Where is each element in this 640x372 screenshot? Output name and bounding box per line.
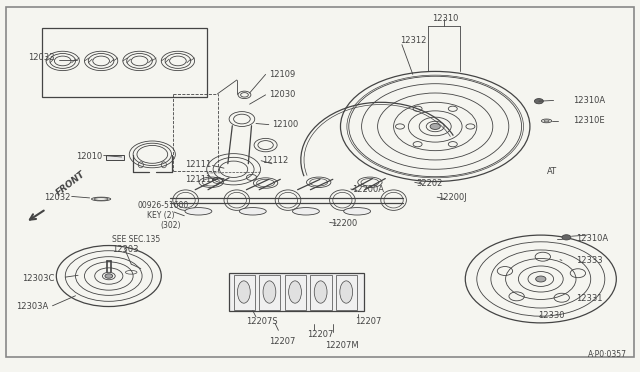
Text: A·P0·0357: A·P0·0357: [588, 350, 627, 359]
Ellipse shape: [344, 208, 371, 215]
Circle shape: [534, 99, 543, 104]
Text: FRONT: FRONT: [54, 170, 87, 198]
Text: 12207: 12207: [269, 337, 295, 346]
Text: 12207M: 12207M: [325, 341, 359, 350]
Text: 12100: 12100: [272, 120, 298, 129]
Text: 12207S: 12207S: [246, 317, 278, 326]
Ellipse shape: [239, 208, 266, 215]
Circle shape: [430, 124, 440, 129]
Text: 12207: 12207: [355, 317, 381, 326]
Text: 12331: 12331: [576, 294, 602, 303]
Ellipse shape: [237, 281, 250, 303]
Bar: [336, 275, 357, 310]
Bar: [229, 273, 364, 311]
Circle shape: [105, 274, 113, 278]
Ellipse shape: [289, 281, 301, 303]
Text: 12030: 12030: [269, 90, 295, 99]
Text: 12310A: 12310A: [573, 96, 605, 105]
Text: 12207: 12207: [307, 330, 333, 339]
Text: 00926-51600: 00926-51600: [138, 201, 189, 210]
Text: 12310A: 12310A: [576, 234, 608, 243]
Ellipse shape: [185, 208, 212, 215]
Text: 12109: 12109: [269, 70, 295, 79]
Text: 12033: 12033: [28, 53, 54, 62]
Text: 12111: 12111: [185, 175, 211, 184]
Text: 32202: 32202: [416, 179, 442, 187]
Text: 12303A: 12303A: [16, 302, 48, 311]
Text: 12032: 12032: [44, 193, 70, 202]
Bar: [310, 275, 332, 310]
Text: 12200A: 12200A: [352, 185, 384, 194]
Text: KEY (2): KEY (2): [147, 211, 175, 220]
Ellipse shape: [263, 281, 276, 303]
Text: 12310E: 12310E: [573, 116, 604, 125]
Text: 12111: 12111: [185, 160, 211, 169]
Text: 12200: 12200: [332, 219, 358, 228]
Circle shape: [562, 235, 571, 240]
Bar: [259, 275, 280, 310]
Bar: [234, 275, 255, 310]
Text: 12312: 12312: [400, 36, 426, 45]
Text: SEE SEC.135: SEE SEC.135: [112, 235, 160, 244]
Text: (302): (302): [160, 221, 180, 230]
Text: 12310: 12310: [431, 14, 458, 23]
Circle shape: [536, 276, 546, 282]
Ellipse shape: [340, 281, 353, 303]
Text: 12010: 12010: [76, 152, 102, 161]
Text: AT: AT: [547, 167, 557, 176]
Bar: [285, 275, 306, 310]
Text: 12303: 12303: [112, 246, 138, 254]
Text: 12200J: 12200J: [438, 193, 467, 202]
Ellipse shape: [314, 281, 327, 303]
Text: 12303C: 12303C: [22, 274, 54, 283]
Ellipse shape: [292, 208, 319, 215]
Bar: [106, 155, 124, 160]
Text: 12333: 12333: [576, 256, 603, 265]
Text: 12112: 12112: [262, 156, 289, 165]
Bar: [42, 28, 207, 97]
Text: 12330: 12330: [538, 311, 564, 320]
